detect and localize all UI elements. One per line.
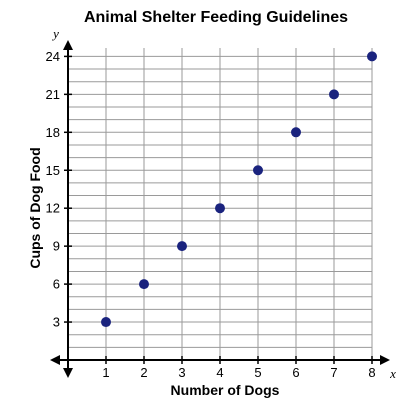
x-tick-label: 5 xyxy=(254,365,261,380)
grid xyxy=(68,48,373,360)
data-point xyxy=(215,203,225,214)
y-axis-variable: y xyxy=(51,26,59,41)
y-tick-label: 3 xyxy=(53,315,60,330)
y-tick-label: 6 xyxy=(53,277,60,292)
data-point xyxy=(367,51,377,62)
y-tick-labels: 3 6 9 12 15 18 21 24 xyxy=(46,49,72,330)
x-tick-label: 2 xyxy=(140,365,147,380)
y-tick-label: 21 xyxy=(46,87,60,102)
data-point xyxy=(101,317,111,328)
data-points xyxy=(101,51,377,328)
x-axis-label: Number of Dogs xyxy=(171,382,280,398)
y-tick-label: 18 xyxy=(46,125,60,140)
x-axis-arrow-right xyxy=(380,355,390,365)
data-point xyxy=(329,89,339,100)
x-tick-label: 1 xyxy=(102,365,109,380)
x-tick-labels: 1 2 3 4 5 6 7 8 xyxy=(102,356,376,380)
data-point xyxy=(253,165,263,176)
y-tick-label: 12 xyxy=(46,201,60,216)
x-tick-label: 3 xyxy=(178,365,185,380)
y-axis-label: Cups of Dog Food xyxy=(27,147,43,268)
y-tick-label: 15 xyxy=(46,163,60,178)
chart-title: Animal Shelter Feeding Guidelines xyxy=(84,9,348,26)
x-tick-label: 7 xyxy=(330,365,337,380)
x-axis-arrow-left xyxy=(50,355,60,365)
data-point xyxy=(139,279,149,290)
y-axis-arrow-up xyxy=(63,40,73,50)
data-point xyxy=(291,127,301,138)
x-tick-label: 8 xyxy=(368,365,375,380)
x-tick-label: 4 xyxy=(216,365,223,380)
data-point xyxy=(177,241,187,252)
y-tick-label: 24 xyxy=(46,49,60,64)
y-tick-label: 9 xyxy=(53,239,60,254)
y-axis-arrow-down xyxy=(63,368,73,378)
x-tick-label: 6 xyxy=(292,365,299,380)
x-axis-variable: x xyxy=(389,366,396,381)
